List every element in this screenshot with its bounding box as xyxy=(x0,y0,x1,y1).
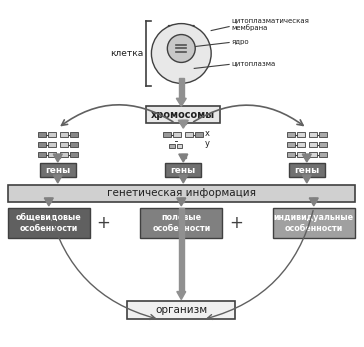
Bar xyxy=(48,142,56,147)
Bar xyxy=(181,175,186,177)
Bar xyxy=(305,154,309,158)
Bar xyxy=(48,152,56,157)
Polygon shape xyxy=(302,175,311,183)
Bar xyxy=(309,152,317,157)
Text: гены: гены xyxy=(294,166,320,175)
Bar xyxy=(177,144,182,148)
Polygon shape xyxy=(53,154,62,162)
Bar xyxy=(165,163,201,177)
Bar xyxy=(163,132,171,137)
Bar xyxy=(8,208,90,238)
Bar xyxy=(287,142,295,147)
Bar xyxy=(319,132,327,137)
Text: гены: гены xyxy=(171,166,196,175)
Polygon shape xyxy=(168,26,194,86)
Bar xyxy=(297,142,305,147)
Polygon shape xyxy=(177,291,186,299)
Bar xyxy=(127,302,235,320)
Bar xyxy=(173,132,181,137)
Bar xyxy=(319,152,327,157)
Text: индивидуальные
особенности: индивидуальные особенности xyxy=(274,213,354,232)
Polygon shape xyxy=(179,154,188,162)
Text: хромосомы: хромосомы xyxy=(151,110,215,120)
Bar xyxy=(70,142,78,147)
Bar xyxy=(179,78,184,98)
Text: цитоплазматическая
мембрана: цитоплазматическая мембрана xyxy=(231,17,309,31)
Bar xyxy=(181,154,186,158)
Text: общевидовые
особенности: общевидовые особенности xyxy=(16,213,82,232)
Bar xyxy=(48,132,56,137)
Text: гены: гены xyxy=(45,166,70,175)
Bar xyxy=(289,163,325,177)
Bar xyxy=(185,132,193,137)
Polygon shape xyxy=(179,175,188,183)
Bar xyxy=(38,142,46,147)
Bar xyxy=(38,152,46,157)
Bar xyxy=(309,132,317,137)
Bar xyxy=(312,198,316,202)
Bar xyxy=(169,144,175,148)
Text: половые
особенности: половые особенности xyxy=(152,213,210,232)
Text: цитоплазма: цитоплазма xyxy=(231,60,275,66)
Text: x: x xyxy=(205,129,210,138)
Bar xyxy=(195,132,203,137)
Bar xyxy=(146,106,220,123)
Bar xyxy=(141,208,222,238)
Bar xyxy=(60,142,68,147)
Circle shape xyxy=(151,24,211,83)
Bar xyxy=(309,142,317,147)
Bar xyxy=(287,152,295,157)
Polygon shape xyxy=(53,175,62,183)
Text: +: + xyxy=(229,214,243,232)
Bar xyxy=(181,120,186,124)
Polygon shape xyxy=(309,198,318,206)
Polygon shape xyxy=(44,198,53,206)
Text: y: y xyxy=(205,138,210,147)
Circle shape xyxy=(167,35,195,62)
Bar xyxy=(56,154,60,158)
Bar xyxy=(273,208,355,238)
Polygon shape xyxy=(177,198,186,206)
Bar xyxy=(38,132,46,137)
Text: организм: организм xyxy=(155,305,207,315)
Bar xyxy=(287,132,295,137)
Bar xyxy=(40,163,76,177)
Bar xyxy=(305,175,309,177)
Polygon shape xyxy=(178,120,188,128)
Bar xyxy=(297,152,305,157)
Polygon shape xyxy=(176,98,186,106)
Bar xyxy=(319,142,327,147)
Text: ядро: ядро xyxy=(231,39,249,44)
Bar xyxy=(8,185,355,202)
Bar xyxy=(297,132,305,137)
Bar xyxy=(70,152,78,157)
Bar xyxy=(60,132,68,137)
Bar xyxy=(60,152,68,157)
Bar xyxy=(47,198,51,202)
Bar xyxy=(179,208,183,291)
Bar xyxy=(179,198,183,202)
Text: +: + xyxy=(97,214,111,232)
Bar xyxy=(56,175,60,177)
Bar xyxy=(70,132,78,137)
Text: клетка: клетка xyxy=(110,49,143,58)
Polygon shape xyxy=(302,154,311,162)
Text: генетическая информация: генетическая информация xyxy=(107,188,256,198)
